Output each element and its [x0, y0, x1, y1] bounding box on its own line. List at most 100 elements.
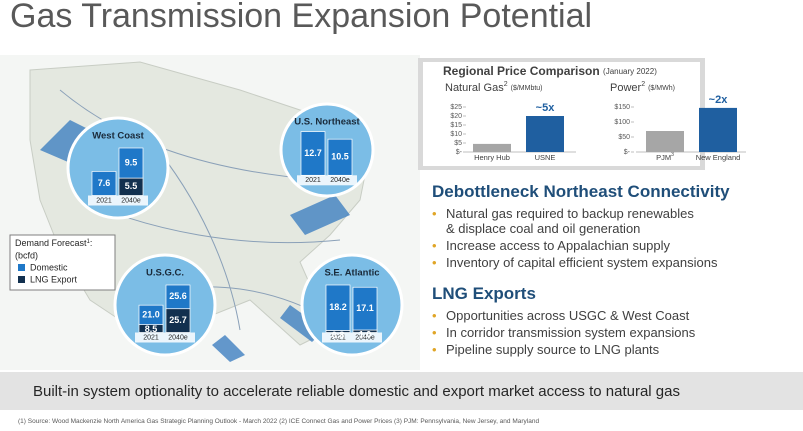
chart-label: Natural Gas2($/MMbtu) [445, 81, 543, 94]
legend-title-text: Demand Forecast [15, 238, 87, 248]
chart-label-text: Natural Gas [445, 82, 504, 94]
value-label: 0.8 [332, 330, 345, 340]
stacked-bar [138, 304, 164, 325]
slide-title: Gas Transmission Expansion Potential [10, 0, 592, 35]
value-label: 10.5 [331, 152, 349, 162]
year-strip [322, 332, 382, 343]
x-tick-label: Henry Hub [474, 153, 510, 162]
price-title: Regional Price Comparison (January 2022) [443, 64, 657, 78]
legend-box [9, 234, 116, 291]
y-tick-label: $- [456, 149, 463, 156]
y-tick-label: $- [624, 149, 631, 156]
chart-label: Power2($/MWh) [610, 81, 675, 94]
section-heading: LNG Exports [432, 284, 536, 303]
stacked-bar [300, 131, 326, 176]
value-label: 21.0 [142, 309, 160, 319]
value-label: 7.6 [98, 178, 111, 188]
section-heading: Debottleneck Northeast Connectivity [432, 182, 730, 201]
year-label: 2021 [305, 177, 321, 184]
legend-title-suffix: : [90, 238, 93, 248]
year-label: 2040e [121, 197, 141, 204]
bullet: Pipeline supply source to LNG plants [432, 342, 797, 357]
bullet: In corridor transmission system expansio… [432, 325, 797, 340]
stacked-bar [91, 171, 117, 196]
annotation: ~2x [709, 94, 729, 106]
chart-label-text: Power [610, 82, 642, 94]
region-name: U.S. Northeast [294, 117, 360, 128]
chart-label-sup: 2 [504, 81, 508, 88]
bullet-list: Natural gas required to backup renewable… [432, 206, 797, 270]
price-subtitle: (January 2022) [603, 67, 657, 76]
pipelines [59, 89, 341, 331]
y-tick-label: $5 [454, 140, 462, 147]
bullet: Increase access to Appalachian supply [432, 238, 797, 253]
region-name: West Coast [92, 131, 144, 142]
legend-label: Domestic [30, 262, 68, 272]
x-tick-label: USNE [535, 153, 556, 162]
legend-unit: (bcfd) [15, 250, 38, 260]
x-tick-label-text: PJM [656, 153, 671, 162]
region-name: U.S.G.C. [146, 268, 184, 279]
y-tick-label: $100 [614, 119, 630, 126]
bar [473, 143, 511, 152]
footnote: (1) Source: Wood Mackenzie North America… [18, 418, 540, 425]
region-name: S.E. Atlantic [324, 268, 379, 279]
bar [699, 107, 737, 152]
y-tick-label: $15 [450, 122, 462, 129]
y-tick-label: $150 [614, 104, 630, 111]
bullet: Natural gas required to backup renewable… [432, 206, 797, 236]
year-label: 2040e [355, 334, 375, 341]
bar [646, 131, 684, 152]
flow-arrow [290, 195, 350, 235]
stacked-bar [118, 147, 144, 179]
flow-arrow [212, 335, 245, 362]
stacked-bar [165, 284, 191, 310]
x-tick-label: PJM3 [656, 152, 674, 162]
value-label: 5.5 [125, 181, 138, 191]
year-strip [297, 175, 357, 186]
banner-text: Built-in system optionality to accelerat… [33, 383, 680, 400]
year-label: 2040e [330, 177, 350, 184]
annotation: ~5x [536, 102, 556, 114]
value-label: 1.0 [359, 329, 372, 339]
year-label: 2021 [96, 197, 112, 204]
value-label: 8.5 [145, 324, 158, 334]
y-tick-label: $50 [618, 134, 630, 141]
legend-title-sup: 1 [87, 239, 91, 245]
year-strip [88, 195, 148, 206]
year-label: 2040e [168, 334, 188, 341]
value-label: 25.6 [169, 291, 187, 301]
legend-swatch [18, 264, 25, 271]
year-label: 2021 [330, 334, 346, 341]
stacked-bar [327, 138, 353, 176]
legend-swatch [18, 276, 25, 283]
value-label: 25.7 [169, 315, 187, 325]
price-title-text: Regional Price Comparison [443, 64, 600, 78]
bullet: Opportunities across USGC & West Coast [432, 308, 797, 323]
x-tick-label: New England [696, 153, 741, 162]
section: LNG Exports Opportunities across USGC & W… [432, 284, 797, 359]
value-label: 9.5 [125, 157, 138, 167]
map-and-charts: Gas Transmission Expansion Potential Reg… [0, 0, 746, 370]
chart-label-unit: ($/MMbtu) [511, 85, 543, 92]
value-label: 17.1 [356, 303, 374, 313]
year-strip [135, 332, 195, 343]
stacked-bar [325, 284, 351, 331]
chart-label-sup: 2 [641, 81, 645, 88]
y-tick-label: $20 [450, 113, 462, 120]
x-tick-label-sup: 3 [671, 152, 674, 158]
bullet-list: Opportunities across USGC & West Coast In… [432, 308, 797, 357]
value-label: 12.7 [304, 148, 322, 158]
y-tick-label: $10 [450, 131, 462, 138]
value-label: 18.2 [329, 302, 347, 312]
section: Debottleneck Northeast Connectivity Natur… [432, 182, 797, 272]
bullet: Inventory of capital efficient system ex… [432, 255, 797, 270]
y-tick-label: $25 [450, 104, 462, 111]
legend-title: Demand Forecast1: [15, 238, 92, 248]
legend-label: LNG Export [30, 274, 78, 284]
chart-label-unit: ($/MWh) [648, 85, 675, 92]
bar [526, 116, 564, 152]
banner [0, 372, 803, 410]
stacked-bar [352, 286, 378, 331]
